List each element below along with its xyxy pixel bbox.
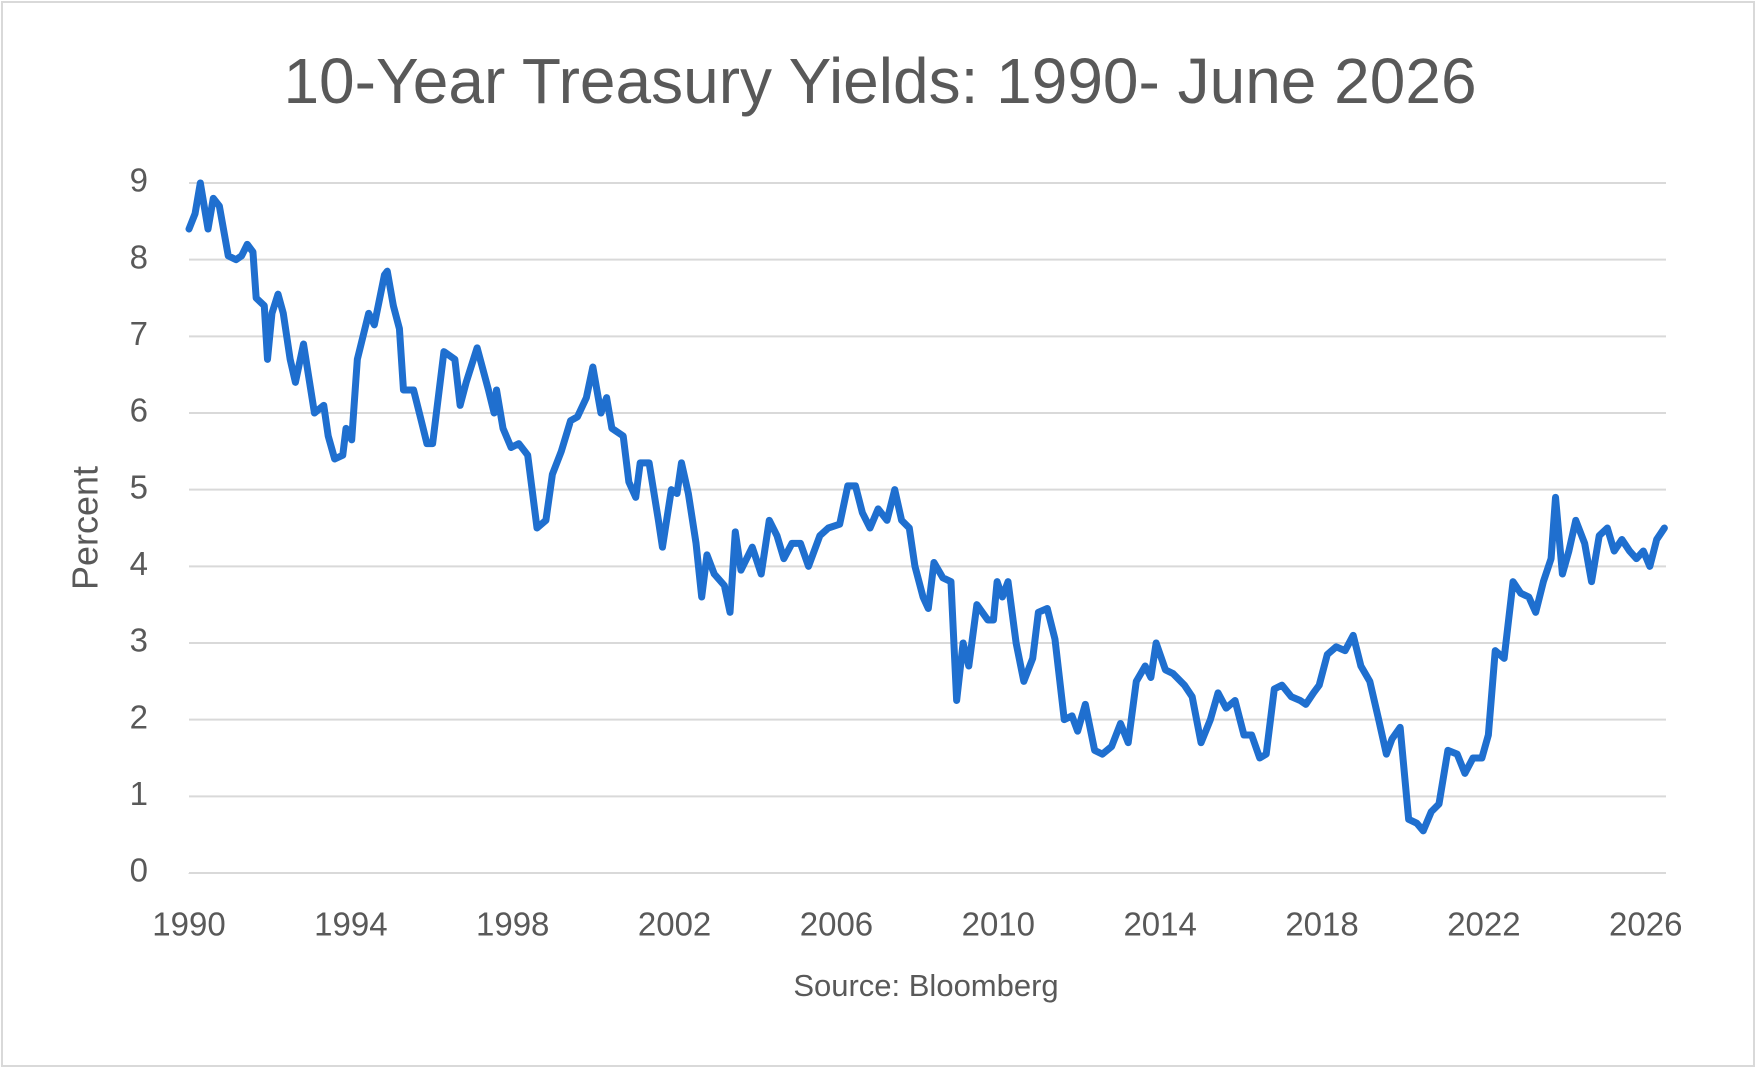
y-tick-label: 1 [130, 775, 148, 812]
source-note: Source: Bloomberg [793, 968, 1058, 1003]
y-tick-label: 7 [130, 315, 148, 352]
x-tick-label: 2026 [1609, 906, 1682, 943]
x-tick-label: 2014 [1123, 906, 1196, 943]
x-tick-label: 1998 [476, 906, 549, 943]
x-tick-label: 2022 [1447, 906, 1520, 943]
x-tick-label: 2006 [800, 906, 873, 943]
x-tick-label: 1994 [314, 906, 387, 943]
x-tick-label: 1990 [152, 906, 225, 943]
y-tick-label: 4 [130, 545, 148, 582]
y-tick-label: 8 [130, 238, 148, 275]
x-tick-label: 2018 [1285, 906, 1358, 943]
x-tick-label: 2010 [962, 906, 1035, 943]
y-axis-label: Percent [65, 466, 106, 590]
chart-title: 10-Year Treasury Yields: 1990- June 2026 [283, 45, 1476, 117]
y-tick-label: 2 [130, 698, 148, 735]
x-tick-label: 2002 [638, 906, 711, 943]
y-tick-label: 3 [130, 622, 148, 659]
y-tick-label: 5 [130, 468, 148, 505]
y-tick-label: 6 [130, 392, 148, 429]
y-tick-label: 9 [130, 162, 148, 199]
y-tick-label: 0 [130, 852, 148, 889]
series-line [185, 179, 1668, 835]
